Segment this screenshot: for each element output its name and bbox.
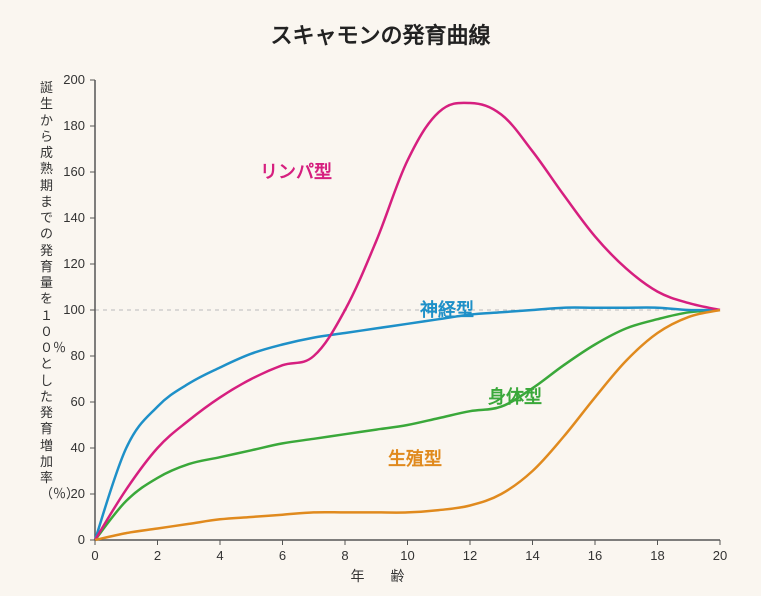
y-tick-label: 60: [71, 394, 85, 409]
neural-label: 神経型: [420, 299, 474, 320]
x-tick-label: 8: [341, 548, 348, 563]
growth-chart: 身体型神経型リンパ型生殖型 02468101214161820020406080…: [0, 0, 761, 596]
x-tick-label: 10: [400, 548, 414, 563]
y-tick-label: 140: [63, 210, 85, 225]
x-tick-label: 16: [588, 548, 602, 563]
y-tick-label: 80: [71, 348, 85, 363]
x-tick-label: 18: [650, 548, 664, 563]
y-tick-label: 40: [71, 440, 85, 455]
x-tick-label: 4: [216, 548, 223, 563]
general-label: 身体型: [488, 386, 542, 407]
x-tick-label: 12: [463, 548, 477, 563]
x-tick-label: 20: [713, 548, 727, 563]
x-tick-label: 0: [91, 548, 98, 563]
lymph-label: リンパ型: [260, 161, 332, 182]
y-tick-label: 0: [78, 532, 85, 547]
y-tick-label: 120: [63, 256, 85, 271]
y-tick-label: 20: [71, 486, 85, 501]
x-tick-label: 2: [154, 548, 161, 563]
x-tick-label: 14: [525, 548, 539, 563]
y-tick-label: 160: [63, 164, 85, 179]
y-tick-label: 200: [63, 72, 85, 87]
y-tick-label: 100: [63, 302, 85, 317]
x-tick-label: 6: [279, 548, 286, 563]
reproductive-label: 生殖型: [388, 448, 442, 469]
general-curve: [95, 310, 720, 540]
y-tick-label: 180: [63, 118, 85, 133]
lymph-curve: [95, 103, 720, 540]
